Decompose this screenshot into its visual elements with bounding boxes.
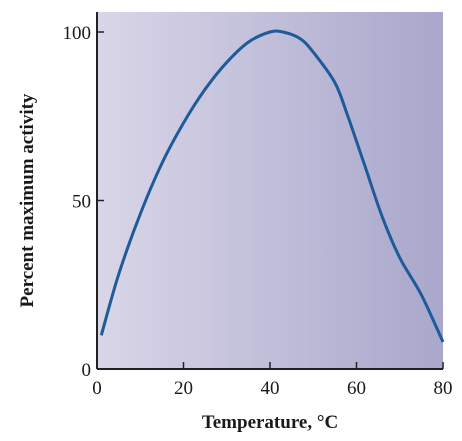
x-tick-label: 60 [347, 378, 366, 399]
x-tick-label: 80 [434, 378, 453, 399]
y-tick-label: 100 [63, 23, 92, 44]
x-tick-label: 40 [261, 378, 280, 399]
y-axis-label: Percent maximum activity [17, 93, 38, 307]
x-tick-label: 0 [92, 378, 102, 399]
y-tick-label: 0 [82, 360, 92, 381]
y-tick-label: 50 [72, 192, 91, 213]
x-tick-label: 20 [174, 378, 193, 399]
x-axis-label: Temperature, °C [202, 412, 338, 433]
